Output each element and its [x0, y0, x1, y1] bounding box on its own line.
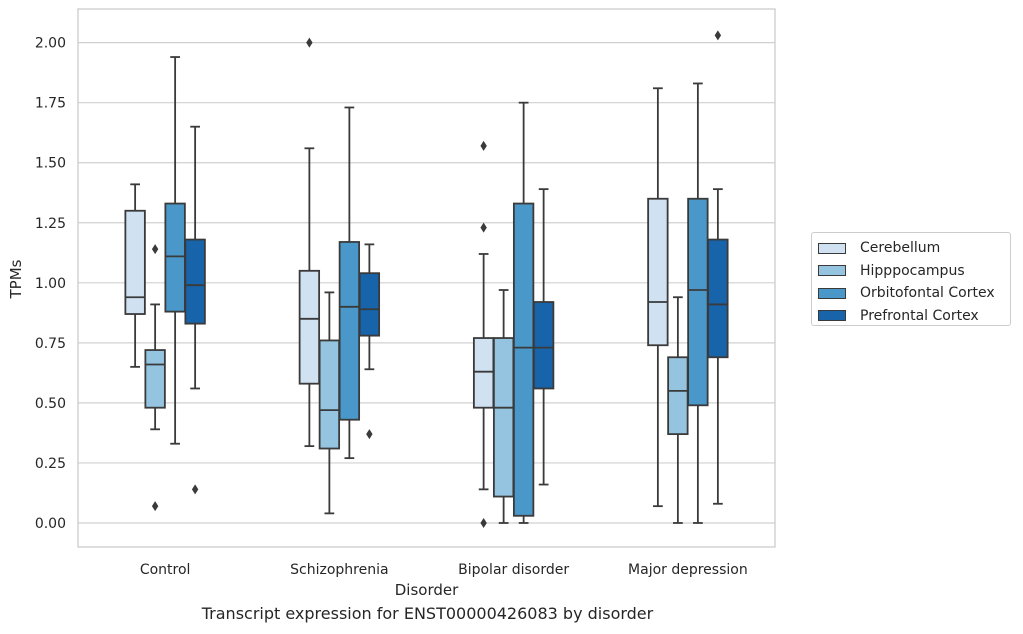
box: [667, 356, 689, 436]
legend-swatch: [818, 287, 846, 299]
y-tick-label: 2.00: [35, 36, 66, 52]
box-group: [318, 291, 341, 515]
legend-swatch: [818, 265, 846, 277]
box-group: [298, 37, 321, 448]
box: [532, 301, 555, 390]
y-tick-label: 0.75: [35, 336, 66, 352]
legend-label: Orbitofontal Cortex: [860, 285, 995, 302]
box: [298, 269, 321, 385]
box-group: [647, 87, 669, 508]
box-group: [144, 244, 166, 512]
outlier-point: [714, 30, 722, 41]
outlier-point: [366, 429, 373, 440]
legend-label: Cerebellum: [860, 240, 941, 257]
box: [472, 337, 495, 409]
box: [647, 197, 669, 347]
x-tick-label: Bipolar disorder: [458, 562, 569, 578]
y-tick-label: 0.50: [35, 396, 66, 412]
x-axis-ticks: Control Schizophrenia Bipolar disorder Majo…: [140, 562, 748, 578]
y-axis-title: TPMs: [7, 259, 25, 299]
box: [338, 241, 361, 421]
box-group: [164, 56, 186, 445]
outlier-point: [480, 140, 487, 151]
y-tick-label: 1.75: [35, 96, 66, 112]
legend-item: Hipppocampus: [818, 260, 1010, 283]
outlier-point: [151, 244, 159, 255]
box: [492, 337, 515, 498]
box: [124, 209, 146, 315]
figure-caption: Transcript expression for ENST0000042608…: [201, 604, 654, 623]
outlier-point: [480, 222, 487, 233]
legend-swatch: [818, 310, 846, 322]
plot-boxes: [124, 30, 729, 528]
box-group: [492, 289, 515, 524]
box: [164, 202, 186, 313]
x-tick-label: Schizophrenia: [290, 562, 388, 578]
y-tick-label: 1.50: [35, 156, 66, 172]
legend-item: Cerebellum: [818, 237, 1010, 260]
box-group: [338, 106, 361, 460]
box: [184, 238, 206, 325]
legend-item: Prefrontal Cortex: [818, 305, 1010, 328]
box-group: [707, 30, 729, 505]
box: [318, 339, 341, 450]
box-group: [512, 101, 535, 524]
box-group: [687, 82, 709, 524]
x-tick-label: Major depression: [628, 562, 748, 578]
box-group: [124, 183, 146, 368]
outlier-point: [151, 501, 159, 512]
box-group: [667, 296, 689, 524]
box: [707, 238, 729, 359]
box-group: [532, 188, 555, 486]
legend-label: Prefrontal Cortex: [860, 307, 979, 324]
box: [512, 202, 535, 517]
y-axis-ticks: 0.00 0.25 0.50 0.75 1.00 1.25 1.50 1.75 2.00: [35, 36, 66, 532]
box: [144, 349, 166, 409]
box-group: [184, 125, 206, 495]
box: [687, 197, 709, 407]
outlier-point: [480, 517, 487, 528]
x-axis-title: Disorder: [395, 581, 459, 599]
y-tick-label: 1.25: [35, 216, 66, 232]
x-tick-label: Control: [140, 562, 191, 578]
legend-swatch: [818, 242, 846, 254]
y-tick-label: 0.00: [35, 516, 66, 532]
legend-item: Orbitofontal Cortex: [818, 282, 1010, 305]
outlier-point: [191, 484, 199, 495]
outlier-point: [306, 37, 313, 48]
plot-frame: [77, 8, 776, 548]
y-tick-label: 0.25: [35, 456, 66, 472]
legend-label: Hipppocampus: [860, 262, 965, 279]
y-tick-label: 1.00: [35, 276, 66, 292]
box-group: [472, 140, 495, 528]
box-group: [358, 243, 381, 440]
box: [358, 272, 381, 337]
legend: Cerebellum Hipppocampus Orbitofontal Corte…: [811, 232, 1011, 326]
